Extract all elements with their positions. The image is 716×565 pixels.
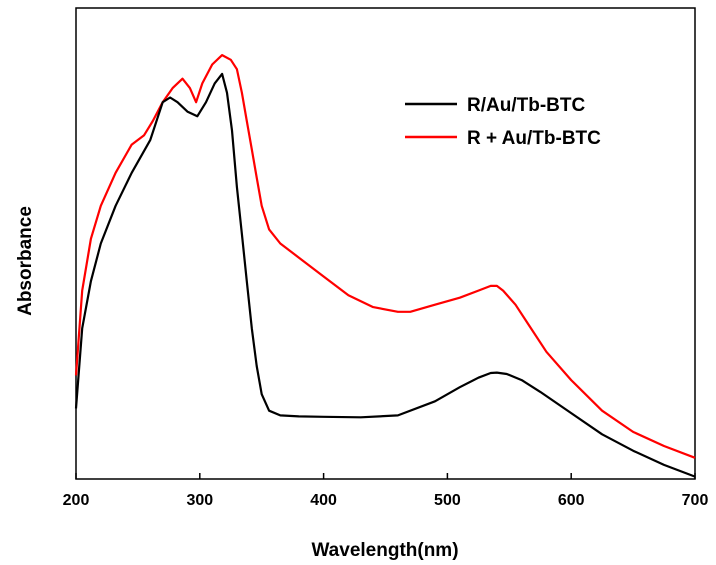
series-line-r-au-tb-btc: [74, 72, 696, 478]
x-tick-label: 600: [558, 492, 585, 509]
legend-label-r-plus-au-tb-btc: R + Au/Tb-BTC: [467, 128, 601, 149]
x-tick-label: 400: [310, 492, 337, 509]
series-layer: [74, 54, 696, 478]
x-tick-label: 300: [186, 492, 213, 509]
plot-frame: [75, 7, 696, 480]
y-axis-title: Absorbance: [15, 206, 36, 316]
x-tick-label: 700: [682, 492, 709, 509]
series-line-r-plus-au-tb-btc: [74, 54, 696, 459]
x-tick-label: 500: [434, 492, 461, 509]
x-tick-labels: 200 300 400 500 600 700: [63, 492, 709, 509]
x-ticks: [75, 473, 696, 479]
legend-label-r-au-tb-btc: R/Au/Tb-BTC: [467, 95, 585, 116]
x-axis-title: Wavelength(nm): [311, 540, 458, 561]
legend: R/Au/Tb-BTC R + Au/Tb-BTC: [405, 95, 601, 149]
x-tick-label: 200: [63, 492, 90, 509]
